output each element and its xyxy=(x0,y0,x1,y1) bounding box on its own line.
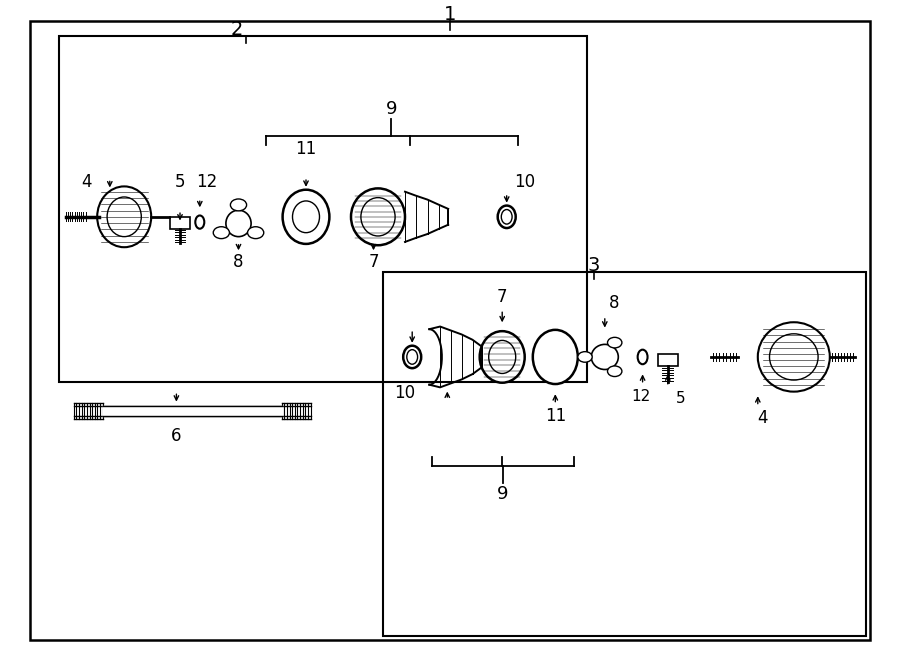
Ellipse shape xyxy=(407,350,418,364)
Ellipse shape xyxy=(97,186,151,247)
Text: 8: 8 xyxy=(608,293,619,312)
Ellipse shape xyxy=(107,197,141,237)
Text: 2: 2 xyxy=(230,20,243,39)
Bar xyxy=(382,272,866,636)
Circle shape xyxy=(578,352,592,362)
Text: 3: 3 xyxy=(588,256,600,275)
Ellipse shape xyxy=(403,346,421,368)
Text: 5: 5 xyxy=(676,391,685,406)
Ellipse shape xyxy=(292,201,320,233)
Text: 7: 7 xyxy=(368,253,379,271)
Text: 8: 8 xyxy=(233,253,244,271)
FancyBboxPatch shape xyxy=(658,354,678,366)
Ellipse shape xyxy=(226,210,251,237)
Circle shape xyxy=(213,227,230,239)
Text: 6: 6 xyxy=(171,427,182,446)
Ellipse shape xyxy=(283,190,329,244)
Bar xyxy=(59,36,587,382)
Text: 10: 10 xyxy=(514,173,536,192)
Ellipse shape xyxy=(361,198,395,236)
Text: 11: 11 xyxy=(544,407,566,426)
Text: 10: 10 xyxy=(394,384,416,403)
Circle shape xyxy=(608,337,622,348)
Ellipse shape xyxy=(637,350,648,364)
Text: 1: 1 xyxy=(444,5,456,24)
Text: 11: 11 xyxy=(295,140,317,159)
Ellipse shape xyxy=(195,215,204,229)
Text: 7: 7 xyxy=(497,288,508,307)
Ellipse shape xyxy=(591,344,618,369)
Ellipse shape xyxy=(758,323,830,391)
Text: 9: 9 xyxy=(386,100,397,118)
Text: 5: 5 xyxy=(175,173,185,192)
Text: 4: 4 xyxy=(81,173,92,192)
Text: 9: 9 xyxy=(498,485,508,504)
Ellipse shape xyxy=(489,340,516,373)
Ellipse shape xyxy=(351,188,405,245)
Ellipse shape xyxy=(498,206,516,228)
Circle shape xyxy=(230,199,247,211)
Text: 12: 12 xyxy=(631,389,651,404)
Circle shape xyxy=(248,227,264,239)
Ellipse shape xyxy=(533,330,578,384)
Ellipse shape xyxy=(501,210,512,224)
Text: 4: 4 xyxy=(757,408,768,427)
Ellipse shape xyxy=(770,334,818,380)
Text: 12: 12 xyxy=(196,173,218,192)
Circle shape xyxy=(608,366,622,377)
FancyBboxPatch shape xyxy=(170,217,190,229)
Ellipse shape xyxy=(480,331,525,383)
